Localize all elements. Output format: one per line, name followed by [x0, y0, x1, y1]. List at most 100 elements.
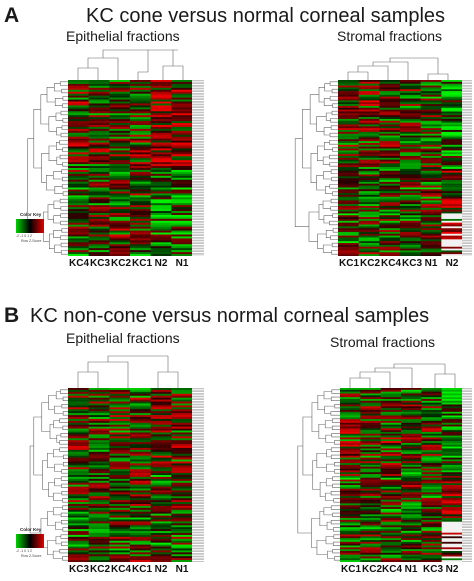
- heatmap-cell: [150, 438, 172, 441]
- heatmap-cell: [340, 395, 361, 398]
- heatmap-cell: [441, 391, 463, 394]
- heatmap-cell: [400, 244, 421, 248]
- heatmap-cell: [171, 199, 193, 202]
- heatmap-cell: [109, 546, 131, 549]
- heatmap-cell: [441, 486, 463, 490]
- heatmap-cell: [68, 103, 89, 106]
- heatmap-cell: [338, 226, 359, 229]
- heatmap-cell: [150, 187, 172, 190]
- heatmap-cell: [420, 111, 442, 114]
- heatmap-cell: [130, 426, 151, 429]
- heatmap-cell: [420, 89, 442, 92]
- heatmap-cell: [88, 447, 110, 451]
- heatmap-cell: [421, 521, 442, 524]
- heatmap-cell: [400, 209, 421, 212]
- heatmap-cell: [441, 246, 463, 249]
- heatmap-cell: [420, 142, 442, 146]
- heatmap-cell: [338, 137, 359, 140]
- dendrogram-branch: [332, 476, 340, 481]
- heatmap-cell: [150, 211, 172, 214]
- heatmap-cell: [340, 510, 361, 513]
- heatmap-cell: [109, 417, 131, 420]
- dendrogram-branch: [326, 463, 335, 472]
- heatmap-cell: [338, 157, 359, 160]
- heatmap-cell: [171, 440, 193, 443]
- heatmap-cell: [130, 449, 151, 453]
- heatmap-cell: [171, 250, 193, 253]
- heatmap-cell: [360, 534, 381, 537]
- heatmap-cell: [130, 248, 151, 251]
- heatmap-cell: [130, 484, 151, 487]
- heatmap-cell: [340, 483, 361, 486]
- heatmap-cell: [420, 152, 442, 155]
- heatmap-cell: [109, 166, 131, 169]
- heatmap-cell: [421, 530, 442, 533]
- heatmap-cell: [88, 405, 110, 408]
- heatmap-cell: [338, 165, 359, 168]
- heatmap-cell: [420, 252, 442, 255]
- heatmap-cell: [150, 515, 172, 518]
- column-label: KC4: [69, 258, 90, 269]
- heatmap-cell: [130, 169, 151, 173]
- heatmap-cell: [420, 100, 442, 103]
- heatmap-cell: [400, 128, 421, 131]
- heatmap-cell: [421, 419, 442, 422]
- heatmap-cell: [340, 481, 361, 484]
- heatmap-cell: [358, 146, 380, 149]
- heatmap-cell: [441, 252, 463, 255]
- dendrogram-branch: [333, 527, 340, 532]
- heatmap-cell: [88, 509, 110, 513]
- heatmap-cell: [380, 444, 402, 447]
- heatmap-cell: [379, 148, 401, 151]
- heatmap-cell: [130, 140, 151, 143]
- heatmap-cell: [400, 104, 421, 107]
- heatmap-cell: [150, 517, 172, 520]
- heatmap-cell: [340, 420, 361, 424]
- heatmap-cell: [358, 142, 380, 146]
- heatmap-cell: [109, 119, 131, 122]
- heatmap-cell: [150, 546, 172, 549]
- heatmap-cell: [379, 213, 401, 216]
- heatmap-cell: [358, 243, 380, 246]
- heatmap-cell: [150, 507, 172, 511]
- heatmap-cell: [150, 181, 172, 184]
- panel-b-right-heatmap: [340, 388, 463, 563]
- heatmap-cell: [400, 137, 421, 140]
- heatmap-cell: [379, 200, 401, 203]
- heatmap-cell: [421, 503, 442, 506]
- heatmap-cell: [360, 503, 381, 506]
- heatmap-cell: [150, 152, 172, 155]
- dendrogram-branch: [55, 536, 62, 545]
- heatmap-cell: [358, 122, 380, 125]
- heatmap-cell: [130, 507, 151, 511]
- heatmap-cell: [441, 213, 463, 216]
- heatmap-cell: [171, 228, 193, 231]
- heatmap-cell: [109, 426, 131, 429]
- heatmap-cell: [109, 434, 131, 437]
- heatmap-cell: [130, 500, 151, 503]
- heatmap-cell: [171, 558, 193, 561]
- heatmap-cell: [109, 212, 131, 216]
- dendrogram-branch: [318, 87, 325, 103]
- heatmap-cell: [88, 240, 110, 243]
- heatmap-cell: [109, 220, 131, 224]
- heatmap-cell: [68, 216, 89, 220]
- heatmap-cell: [88, 156, 110, 159]
- heatmap-cell: [441, 481, 463, 484]
- heatmap-cell: [421, 492, 442, 495]
- heatmap-cell: [380, 430, 402, 433]
- heatmap-cell: [421, 554, 442, 557]
- heatmap-cell: [338, 104, 359, 107]
- heatmap-cell: [130, 207, 151, 210]
- heatmap-cell: [109, 218, 131, 222]
- heatmap-cell: [420, 115, 442, 118]
- dendrogram-branch: [62, 162, 68, 167]
- heatmap-cell: [88, 428, 110, 431]
- heatmap-cell: [68, 409, 89, 412]
- heatmap-cell: [88, 171, 110, 175]
- heatmap-cell: [380, 475, 402, 479]
- heatmap-cell: [441, 163, 463, 166]
- heatmap-cell: [340, 466, 361, 469]
- heatmap-cell: [358, 196, 380, 199]
- heatmap-cell: [380, 499, 402, 502]
